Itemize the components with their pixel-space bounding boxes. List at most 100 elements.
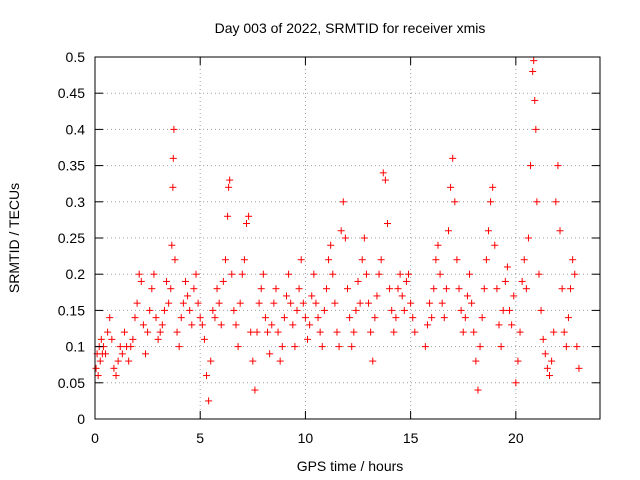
data-point: [322, 285, 330, 293]
data-point: [480, 285, 488, 293]
data-point: [400, 306, 408, 314]
x-tick-label: 5: [196, 430, 204, 446]
data-point: [137, 277, 145, 285]
data-point: [160, 306, 168, 314]
data-point: [367, 328, 375, 336]
data-point: [339, 198, 347, 206]
data-point: [508, 321, 516, 329]
data-point: [251, 386, 259, 394]
data-point: [445, 227, 452, 235]
data-point: [333, 328, 341, 336]
data-point: [428, 314, 436, 322]
y-tick-label: 0.3: [66, 194, 86, 210]
data-point: [194, 299, 202, 307]
data-point: [215, 299, 223, 307]
data-point: [225, 183, 233, 191]
y-tick-label: 0: [77, 411, 85, 427]
data-point: [247, 328, 255, 336]
data-point: [369, 357, 377, 365]
data-point: [221, 256, 229, 264]
data-point: [383, 220, 391, 228]
data-point: [569, 256, 577, 264]
data-point: [466, 270, 474, 278]
data-point: [358, 256, 366, 264]
data-point: [243, 220, 250, 228]
data-point: [316, 328, 324, 336]
data-point: [329, 270, 337, 278]
data-point: [484, 227, 492, 235]
data-point: [478, 314, 486, 322]
data-point: [308, 292, 316, 300]
data-point: [118, 350, 126, 358]
data-point: [379, 169, 387, 177]
data-point: [396, 270, 404, 278]
data-point: [524, 234, 532, 242]
data-point: [272, 285, 280, 293]
data-point: [289, 321, 297, 329]
data-point: [226, 176, 234, 184]
data-point: [554, 162, 562, 170]
data-point: [163, 277, 171, 285]
data-point: [564, 314, 572, 322]
data-point: [405, 270, 413, 278]
data-point: [245, 212, 253, 220]
data-point: [489, 183, 497, 191]
y-tick-label: 0.35: [58, 158, 85, 174]
data-point: [198, 321, 206, 329]
data-point: [264, 328, 272, 336]
data-point: [170, 125, 178, 133]
data-point: [238, 270, 246, 278]
data-point: [556, 227, 564, 235]
data-point: [295, 285, 303, 293]
data-point: [531, 96, 539, 104]
data-point: [455, 285, 463, 293]
data-point: [459, 328, 467, 336]
data-point: [310, 270, 318, 278]
data-point: [148, 285, 156, 293]
data-point: [331, 299, 339, 307]
data-point: [205, 397, 213, 405]
y-tick-label: 0.2: [66, 266, 86, 282]
data-point: [436, 270, 444, 278]
data-point: [301, 314, 309, 322]
data-point: [158, 321, 166, 329]
data-point: [156, 328, 164, 336]
data-point: [133, 299, 141, 307]
data-point: [97, 335, 105, 343]
data-point: [463, 292, 471, 300]
data-point: [394, 285, 402, 293]
data-point: [297, 256, 305, 264]
data-point: [362, 270, 370, 278]
data-point: [407, 299, 415, 307]
data-point: [350, 328, 358, 336]
data-point: [278, 343, 286, 351]
data-point: [411, 328, 419, 336]
data-point: [318, 343, 326, 351]
data-point: [518, 277, 526, 285]
data-point: [125, 357, 133, 365]
data-point: [567, 285, 575, 293]
data-point: [341, 234, 349, 242]
data-point: [432, 256, 440, 264]
x-tick-label: 10: [298, 430, 314, 446]
data-point: [457, 306, 465, 314]
data-point: [268, 321, 276, 329]
chart-title: Day 003 of 2022, SRMTID for receiver xmi…: [215, 20, 486, 36]
data-point: [487, 198, 495, 206]
y-tick-label: 0.1: [66, 339, 86, 355]
data-point: [285, 270, 293, 278]
data-point: [520, 256, 528, 264]
data-point: [558, 285, 566, 293]
data-point: [449, 154, 457, 162]
data-point: [461, 314, 469, 322]
data-point: [291, 343, 299, 351]
data-point: [541, 350, 549, 358]
data-point: [188, 321, 196, 329]
data-point: [497, 343, 505, 351]
data-point: [390, 328, 398, 336]
data-point: [186, 306, 194, 314]
data-point: [249, 357, 257, 365]
data-point: [388, 306, 396, 314]
data-point: [470, 328, 478, 336]
